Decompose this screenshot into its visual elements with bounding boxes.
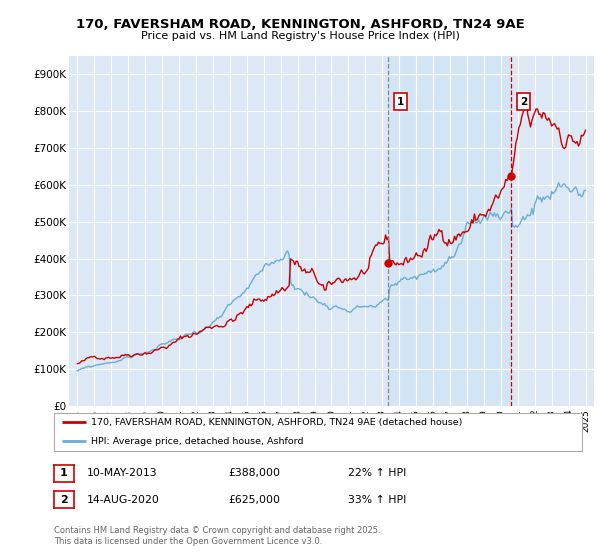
Text: 14-AUG-2020: 14-AUG-2020 [87,494,160,505]
Text: HPI: Average price, detached house, Ashford: HPI: Average price, detached house, Ashf… [91,437,304,446]
Text: 2: 2 [520,96,527,106]
Text: 22% ↑ HPI: 22% ↑ HPI [348,468,406,478]
Text: 33% ↑ HPI: 33% ↑ HPI [348,494,406,505]
Text: £388,000: £388,000 [228,468,280,478]
Text: 1: 1 [397,96,404,106]
Text: 170, FAVERSHAM ROAD, KENNINGTON, ASHFORD, TN24 9AE (detached house): 170, FAVERSHAM ROAD, KENNINGTON, ASHFORD… [91,418,463,427]
Text: 170, FAVERSHAM ROAD, KENNINGTON, ASHFORD, TN24 9AE: 170, FAVERSHAM ROAD, KENNINGTON, ASHFORD… [76,18,524,31]
Text: 2: 2 [60,494,68,505]
Text: 10-MAY-2013: 10-MAY-2013 [87,468,158,478]
Text: £625,000: £625,000 [228,494,280,505]
Text: 1: 1 [60,468,68,478]
Text: Contains HM Land Registry data © Crown copyright and database right 2025.
This d: Contains HM Land Registry data © Crown c… [54,526,380,546]
Text: Price paid vs. HM Land Registry's House Price Index (HPI): Price paid vs. HM Land Registry's House … [140,31,460,41]
Bar [388,56,511,406]
